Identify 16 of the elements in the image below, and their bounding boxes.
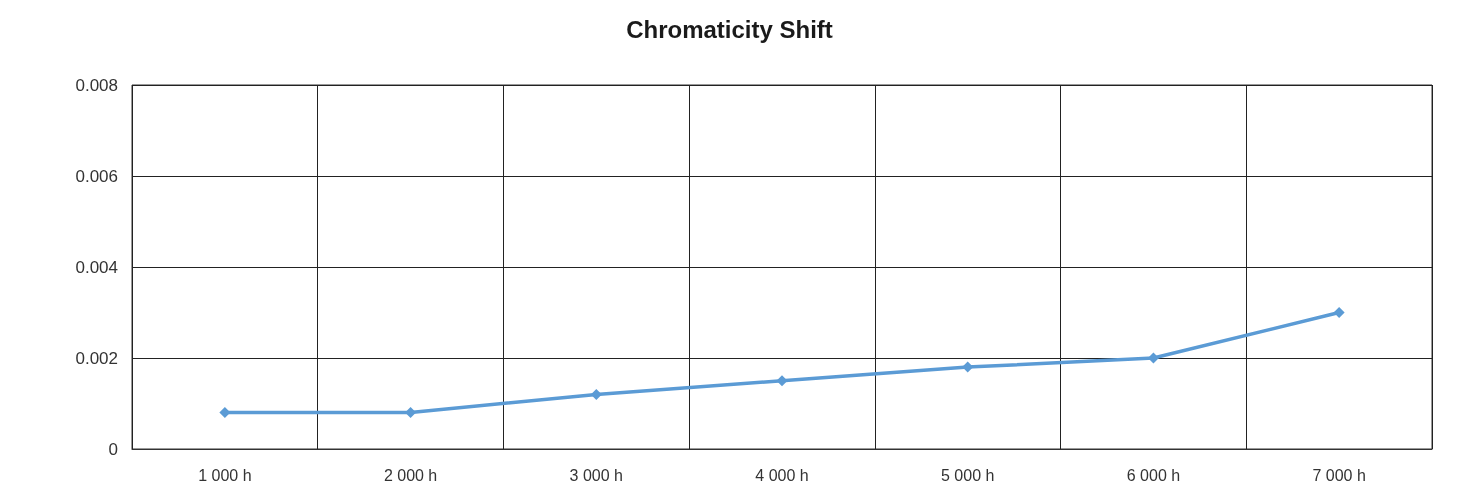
chart-title: Chromaticity Shift (626, 15, 833, 43)
x-tick-label: 3 000 h (569, 466, 623, 484)
point (1333, 307, 1345, 318)
x-tick-label: 7 000 h (1312, 466, 1366, 484)
point (405, 407, 417, 419)
x-tick-label: 2 000 h (383, 466, 438, 484)
x-tick-label: 5 000 h (941, 466, 995, 484)
y-tick-label: 0.006 (75, 166, 118, 186)
y-tick-label: 0.008 (75, 75, 118, 95)
y-tick-label: 0.002 (75, 348, 118, 368)
x-tick-label: 4 000 h (755, 466, 809, 484)
y-tick-label: 0.004 (75, 257, 118, 277)
x-tick-label: 1 000 h (198, 466, 252, 484)
point (590, 388, 602, 400)
x-tick-label: 6 000 h (1126, 466, 1181, 484)
y-tick-label: 0 (108, 439, 118, 459)
